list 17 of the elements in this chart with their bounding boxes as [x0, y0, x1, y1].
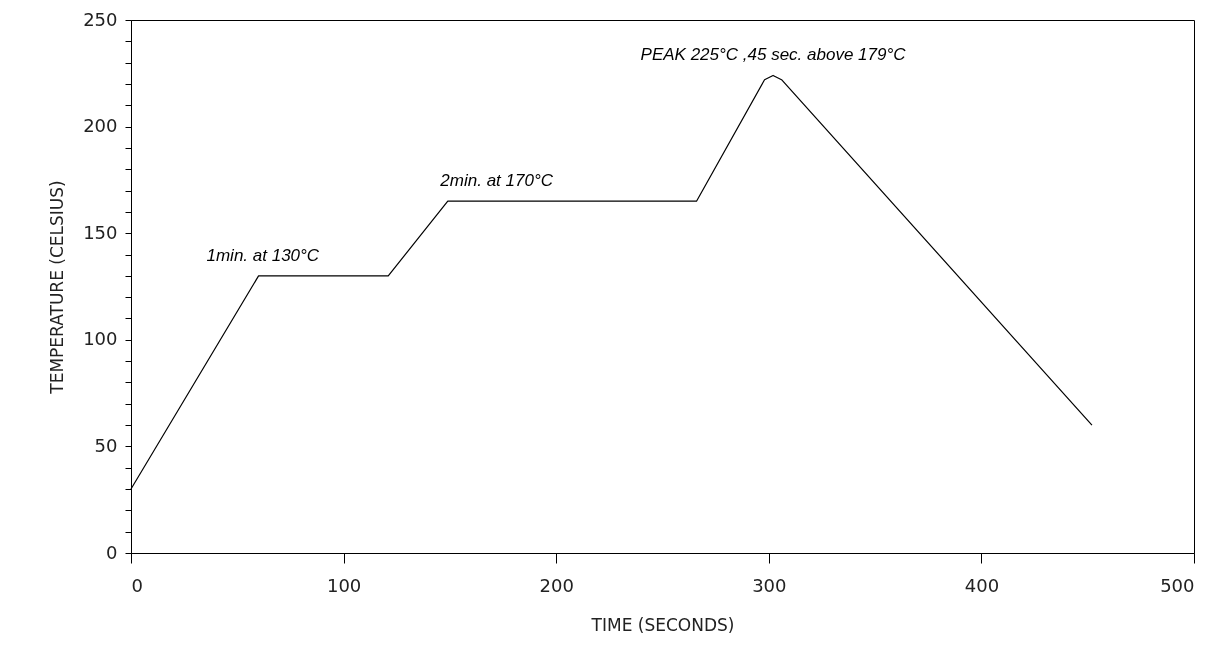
y-tick-label: 150: [83, 221, 118, 243]
annotation: 2min. at 170°C: [439, 171, 554, 191]
x-tick-label: 400: [964, 574, 1000, 596]
x-tick-label: 0: [131, 574, 143, 596]
annotation: PEAK 225°C ,45 sec. above 179°C: [640, 45, 907, 65]
y-tick-label: 100: [83, 328, 118, 350]
y-tick-label: 200: [83, 115, 118, 137]
x-tick-label: 300: [752, 574, 787, 596]
x-axis-title: TIME (SECONDS): [590, 614, 735, 635]
annotation: 1min. at 130°C: [206, 245, 320, 265]
x-tick-label: 500: [1160, 574, 1195, 596]
y-tick-label: 50: [94, 434, 118, 456]
y-tick-label: 250: [83, 8, 118, 30]
x-tick-label: 100: [326, 574, 362, 596]
y-tick-label: 0: [106, 541, 118, 563]
x-tick-label: 200: [539, 574, 574, 596]
y-axis-title: TEMPERATURE (CELSIUS): [47, 180, 68, 395]
